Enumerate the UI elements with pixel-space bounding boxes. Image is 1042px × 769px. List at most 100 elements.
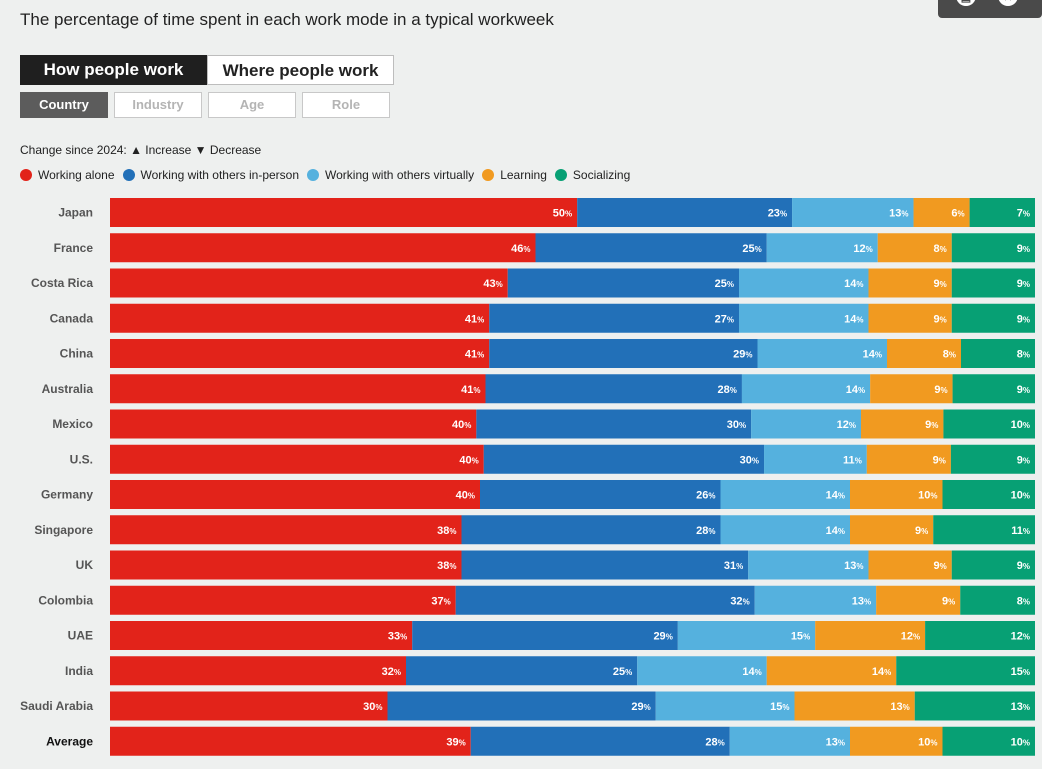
bar-colombia-working-alone[interactable] [110,585,456,615]
bar-china-learning[interactable] [887,339,961,368]
bar-australia-working-alone[interactable] [110,374,486,404]
bar-singapore-working-alone[interactable] [110,515,462,545]
bar-saudi-arabia-working-with-others-virtually[interactable] [655,691,795,721]
bar-mexico-working-alone[interactable] [110,409,477,439]
value-label-germany-working-with-others-in-person: 26% [696,490,715,502]
bar-france-socializing[interactable] [951,233,1035,263]
bar-china-working-alone[interactable] [110,339,490,368]
bar-u-s-working-with-others-virtually[interactable] [764,444,867,474]
bar-average-working-alone[interactable] [110,726,471,756]
bar-germany-learning[interactable] [850,480,943,509]
value-label-saudi-arabia-working-with-others-in-person: 29% [631,701,650,713]
bar-colombia-socializing[interactable] [960,585,1035,615]
bar-japan-working-with-others-in-person[interactable] [577,198,793,227]
bar-mexico-working-with-others-virtually[interactable] [751,409,861,439]
bar-average-socializing[interactable] [942,726,1036,756]
bar-france-working-with-others-virtually[interactable] [766,233,878,263]
bar-singapore-working-with-others-virtually[interactable] [720,515,851,545]
bar-china-working-with-others-virtually[interactable] [757,339,888,368]
bar-saudi-arabia-working-with-others-in-person[interactable] [387,691,656,721]
tab-where-people-work[interactable]: Where people work [207,55,394,85]
bar-average-working-with-others-in-person[interactable] [470,726,730,756]
bar-australia-learning[interactable] [870,374,953,404]
bar-u-s-working-with-others-in-person[interactable] [483,444,765,474]
value-label-u-s-socializing: 9% [1017,454,1030,466]
bar-uae-working-with-others-in-person[interactable] [412,621,678,650]
chart-share-icon[interactable]: ▤ [956,0,976,6]
bar-germany-working-alone[interactable] [110,480,480,509]
legend: Working alone Working with others in-per… [20,168,638,182]
legend-label: Working with others in-person [140,168,300,182]
bar-saudi-arabia-learning[interactable] [794,691,915,721]
bar-mexico-learning[interactable] [860,409,944,439]
bar-costa-rica-learning[interactable] [868,268,952,298]
bar-costa-rica-socializing[interactable] [951,268,1035,298]
bar-costa-rica-working-with-others-virtually[interactable] [739,268,869,298]
value-label-u-s-learning: 9% [933,454,946,466]
bar-saudi-arabia-working-alone[interactable] [110,691,388,721]
bar-uae-working-with-others-virtually[interactable] [677,621,816,650]
bar-india-working-with-others-in-person[interactable] [406,656,638,686]
bar-canada-working-with-others-virtually[interactable] [739,303,869,333]
bar-average-working-with-others-virtually[interactable] [729,726,850,756]
x-share-icon[interactable]: ✕ [998,0,1018,6]
bar-japan-working-alone[interactable] [110,198,578,227]
bar-saudi-arabia-socializing[interactable] [914,691,1035,721]
bar-india-working-with-others-virtually[interactable] [637,656,767,686]
subtab-role[interactable]: Role [302,92,390,118]
bar-canada-working-alone[interactable] [110,303,490,333]
bar-uae-learning[interactable] [815,621,926,650]
bar-singapore-socializing[interactable] [933,515,1035,545]
value-label-france-working-alone: 46% [511,243,530,255]
bar-singapore-learning[interactable] [850,515,934,545]
bar-uk-working-with-others-in-person[interactable] [461,550,749,580]
bar-uae-socializing[interactable] [925,621,1035,650]
bar-uk-working-with-others-virtually[interactable] [748,550,869,580]
legend-swatch [20,169,32,181]
bar-u-s-socializing[interactable] [950,444,1035,474]
bar-india-working-alone[interactable] [110,656,406,686]
bar-australia-socializing[interactable] [952,374,1035,404]
bar-u-s-learning[interactable] [866,444,951,474]
bar-mexico-working-with-others-in-person[interactable] [476,409,752,439]
bar-germany-working-with-others-in-person[interactable] [480,480,721,509]
bar-canada-learning[interactable] [868,303,952,333]
subtab-country[interactable]: Country [20,92,108,118]
tab-how-people-work[interactable]: How people work [20,55,207,85]
bar-mexico-socializing[interactable] [943,409,1035,439]
bar-germany-socializing[interactable] [942,480,1036,509]
bar-uae-working-alone[interactable] [110,621,413,650]
bar-japan-working-with-others-virtually[interactable] [792,198,914,227]
bar-australia-working-with-others-virtually[interactable] [741,374,871,404]
bar-australia-working-with-others-in-person[interactable] [485,374,742,404]
bar-japan-learning[interactable] [913,198,970,227]
bar-france-learning[interactable] [877,233,952,263]
value-label-costa-rica-learning: 9% [934,278,947,290]
bar-average-learning[interactable] [850,726,943,756]
bar-colombia-working-with-others-virtually[interactable] [754,585,877,615]
bar-india-learning[interactable] [766,656,897,686]
bar-canada-working-with-others-in-person[interactable] [489,303,739,333]
bar-uk-working-alone[interactable] [110,550,462,580]
bar-u-s-working-alone[interactable] [110,444,484,474]
bar-india-socializing[interactable] [896,656,1035,686]
bar-china-socializing[interactable] [961,339,1035,368]
bar-costa-rica-working-with-others-in-person[interactable] [507,268,739,298]
bar-china-working-with-others-in-person[interactable] [489,339,758,368]
bar-singapore-working-with-others-in-person[interactable] [461,515,721,545]
subtab-industry[interactable]: Industry [114,92,202,118]
bar-japan-socializing[interactable] [969,198,1035,227]
bar-colombia-learning[interactable] [876,585,961,615]
bar-france-working-with-others-in-person[interactable] [535,233,767,263]
bar-costa-rica-working-alone[interactable] [110,268,508,298]
bar-germany-working-with-others-virtually[interactable] [720,480,851,509]
bar-france-working-alone[interactable] [110,233,536,263]
value-label-australia-working-alone: 41% [461,384,480,396]
legend-label: Working with others virtually [325,168,475,182]
subtab-age[interactable]: Age [208,92,296,118]
bar-canada-socializing[interactable] [951,303,1035,333]
value-label-colombia-working-alone: 37% [431,595,450,607]
bar-uk-learning[interactable] [868,550,952,580]
bar-colombia-working-with-others-in-person[interactable] [455,585,755,615]
bar-uk-socializing[interactable] [951,550,1035,580]
